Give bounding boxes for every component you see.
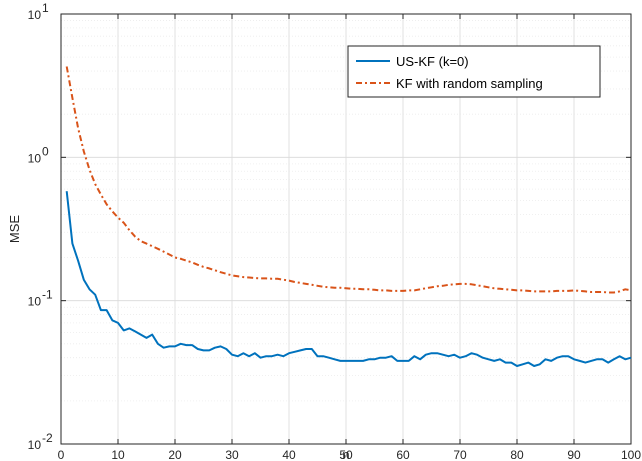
y-tick-label: 10 [28, 295, 42, 309]
x-tick-label: 100 [621, 448, 641, 461]
x-tick-label: 60 [396, 448, 410, 461]
series-line-kf-random [65, 66, 632, 294]
x-tick-label: 50 [339, 448, 353, 461]
x-axis-label: n [342, 447, 349, 461]
y-tick-label: 10 [28, 151, 42, 165]
y-axis-label: MSE [7, 215, 22, 244]
x-tick-label: 20 [168, 448, 182, 461]
x-tick-label: 10 [111, 448, 125, 461]
y-tick-exponent: 1 [42, 1, 49, 15]
y-tick-label: 10 [28, 8, 42, 22]
y-tick-exponent: -1 [42, 288, 53, 302]
legend-box [347, 45, 601, 98]
legend: US-KF (k=0) KF with random sampling [347, 45, 601, 98]
x-tick-label: 30 [225, 448, 239, 461]
x-tick-label: 0 [58, 448, 65, 461]
legend-label-kf-random: KF with random sampling [396, 76, 543, 91]
x-tick-label: 90 [567, 448, 581, 461]
x-tick-label: 40 [282, 448, 296, 461]
x-tick-label: 70 [453, 448, 467, 461]
y-tick-exponent: -2 [42, 431, 53, 445]
legend-label-us-kf: US-KF (k=0) [396, 54, 469, 69]
series-lines [65, 66, 632, 367]
x-tick-label: 80 [510, 448, 524, 461]
y-tick-exponent: 0 [42, 144, 49, 158]
series-line-us-kf [65, 191, 632, 367]
y-tick-label: 10 [28, 438, 42, 452]
